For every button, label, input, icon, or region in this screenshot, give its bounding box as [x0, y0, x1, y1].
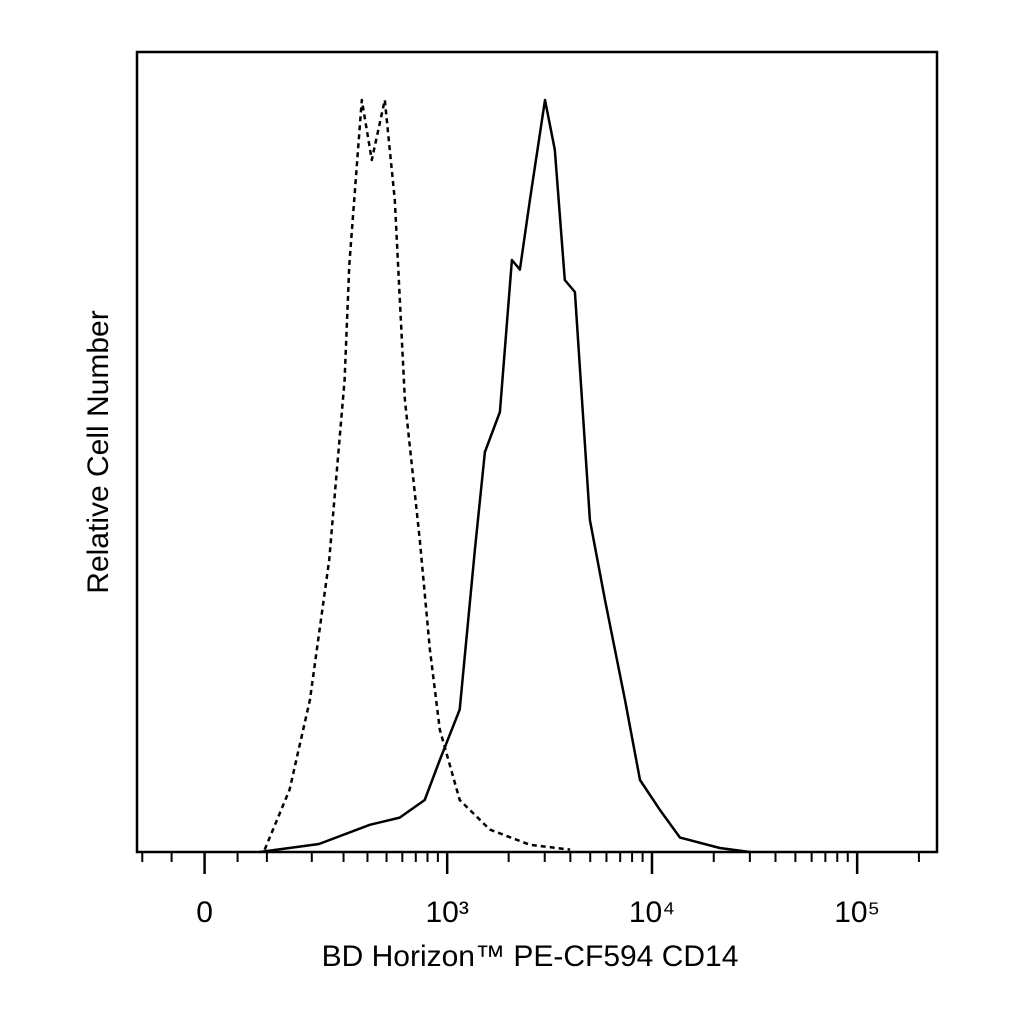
x-axis-label: BD Horizon™ PE-CF594 CD14: [322, 940, 739, 973]
x-tick-label: 0: [196, 896, 213, 929]
dashed-histogram: [263, 98, 571, 851]
x-tick-label: 10⁴: [629, 896, 675, 929]
x-tick-label: 10⁵: [834, 896, 880, 929]
x-tick-label: 10³: [425, 896, 468, 929]
plot-frame: [135, 50, 939, 854]
y-axis-label: Relative Cell Number: [82, 310, 115, 593]
solid-histogram: [259, 98, 751, 854]
